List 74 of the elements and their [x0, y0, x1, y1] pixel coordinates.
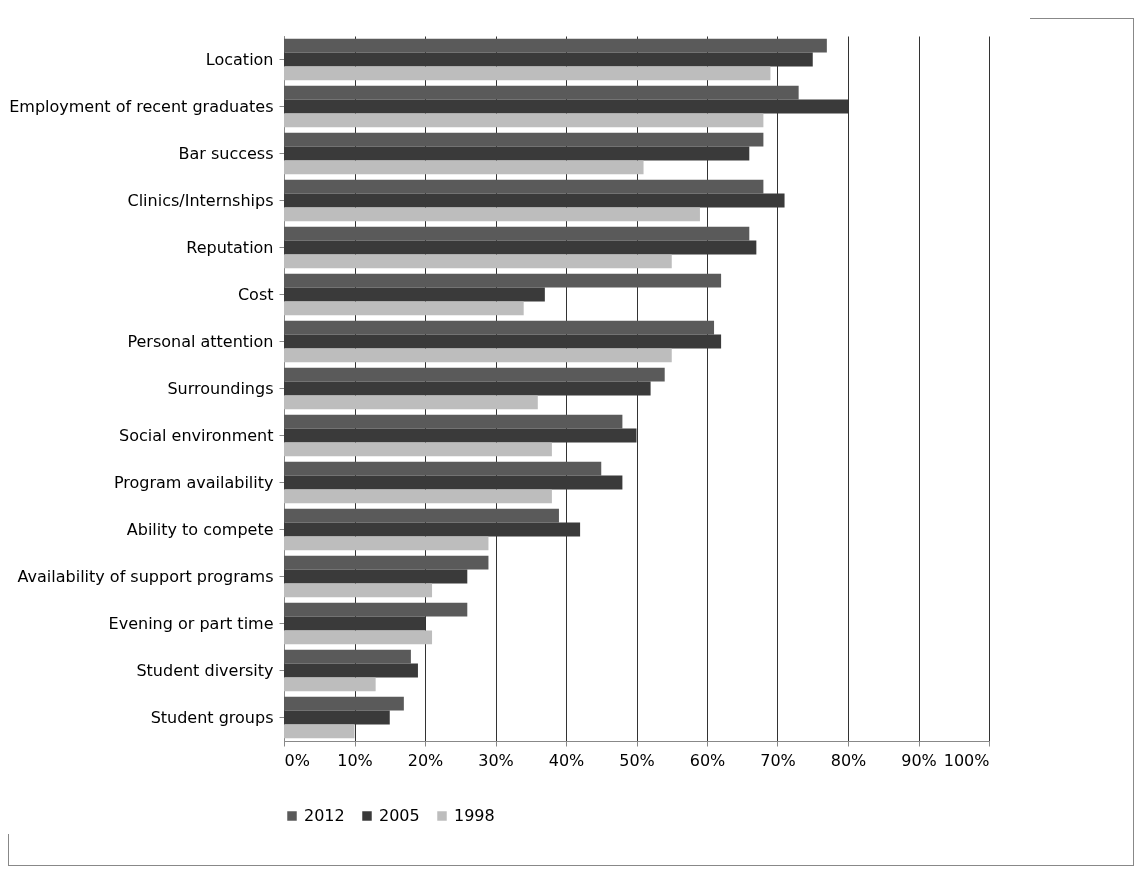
x-tick-label: 70%: [760, 750, 796, 770]
y-tick-label: Program availability: [113, 472, 274, 492]
bar: [284, 461, 602, 476]
bar: [284, 273, 722, 288]
bar: [284, 146, 750, 161]
bar: [284, 113, 764, 128]
bar: [284, 193, 785, 208]
bar: [284, 301, 524, 316]
x-tick-label: 40%: [548, 750, 585, 770]
bar: [284, 475, 623, 490]
y-tick-label: Bar success: [178, 143, 274, 163]
bar: [284, 99, 848, 114]
bar: [284, 160, 644, 175]
bar: [284, 254, 672, 269]
bar: [284, 132, 764, 147]
bar: [284, 85, 799, 100]
bar: [284, 287, 545, 302]
bar: [284, 414, 623, 429]
y-tick-label: Employment of recent graduates: [9, 96, 274, 116]
x-tick-label: 100%: [943, 750, 990, 770]
y-tick-label: Evening or part time: [108, 613, 274, 633]
y-tick-label: Surroundings: [167, 378, 274, 398]
bar: [284, 724, 355, 739]
bar: [284, 348, 672, 363]
bar: [284, 536, 489, 551]
bar: [284, 240, 757, 255]
y-tick-label: Location: [205, 49, 274, 69]
bar: [284, 583, 433, 598]
bar: [284, 710, 390, 725]
bar: [284, 66, 771, 81]
x-tick-label: 0%: [284, 750, 310, 770]
bar: [284, 38, 827, 53]
y-tick-label: Student groups: [150, 707, 274, 727]
bar: [284, 334, 722, 349]
bar: [284, 602, 468, 617]
y-tick-label: Cost: [237, 284, 274, 304]
legend-label: 2012: [304, 806, 345, 825]
x-tick-label: 10%: [337, 750, 373, 770]
bar: [284, 569, 468, 584]
bar: [284, 616, 425, 631]
legend-label: 2005: [379, 806, 420, 825]
y-tick-label: Student diversity: [136, 660, 274, 680]
bar: [284, 381, 651, 396]
x-tick-label: 60%: [689, 750, 726, 770]
legend-label: 1998: [454, 806, 495, 825]
y-tick-label: Reputation: [186, 237, 274, 257]
bar: [284, 367, 665, 382]
bar: [284, 320, 715, 335]
bar: [284, 649, 411, 664]
y-tick-label: Personal attention: [127, 331, 274, 351]
x-tick-label: 80%: [830, 750, 867, 770]
bar: [284, 226, 750, 241]
bar: [284, 52, 813, 67]
bar: [284, 489, 552, 504]
x-tick-label: 20%: [407, 750, 444, 770]
bar: [284, 442, 552, 457]
bar: [284, 522, 581, 537]
bar: [284, 508, 559, 523]
bar: [284, 395, 538, 410]
y-tick-label: Clinics/Internships: [127, 190, 274, 210]
bar: [284, 630, 433, 645]
bar: [284, 555, 489, 570]
x-tick-label: 90%: [901, 750, 937, 770]
bar: [284, 179, 764, 194]
y-tick-label: Ability to compete: [126, 519, 274, 539]
bar: [284, 207, 700, 222]
x-tick-label: 50%: [619, 750, 655, 770]
x-tick-label: 30%: [478, 750, 514, 770]
bar: [284, 428, 637, 443]
bar: [284, 696, 404, 711]
y-tick-label: Availability of support programs: [17, 566, 274, 586]
bar: [284, 663, 418, 678]
bar: [284, 677, 376, 692]
y-tick-label: Social environment: [119, 425, 274, 445]
